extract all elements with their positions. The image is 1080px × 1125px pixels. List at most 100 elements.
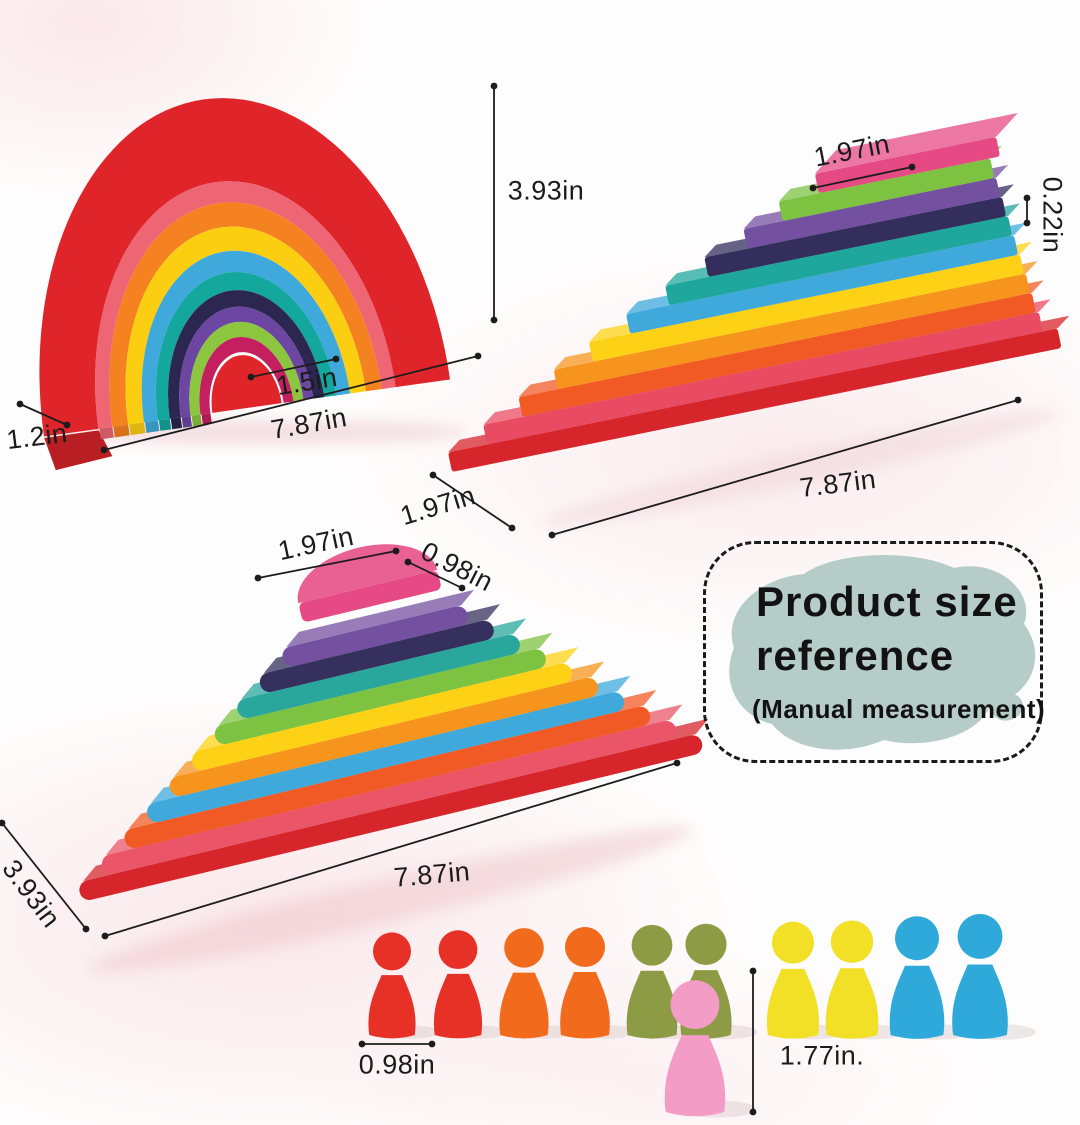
peg-width-label: 0.98in	[358, 1049, 436, 1080]
dimension-dot	[392, 547, 400, 555]
dimension-dot	[908, 163, 916, 171]
plank	[743, 178, 1000, 249]
plank	[589, 254, 1024, 362]
dimension-dot	[0, 819, 6, 827]
peg-doll-body	[889, 965, 945, 1039]
arch-center-block	[211, 355, 282, 413]
peg-doll-body	[368, 975, 416, 1039]
dimension-line	[812, 166, 913, 189]
dimension-dot	[1014, 396, 1022, 404]
peg-doll-head	[772, 921, 814, 964]
dimension-dot	[247, 373, 255, 381]
dimension-dot	[490, 82, 498, 90]
dimension-line	[19, 403, 68, 426]
arch-ring-foot	[145, 420, 160, 433]
peg-doll-body	[433, 973, 483, 1039]
plank-pyramid	[79, 544, 709, 900]
peg-doll-head	[631, 924, 673, 966]
pyramid-layer	[192, 663, 572, 771]
plank	[779, 158, 994, 221]
dimension-dot	[548, 531, 556, 539]
dimension-dot	[809, 184, 817, 192]
plank	[518, 293, 1036, 417]
dimension-dot	[508, 524, 516, 532]
peg-doll-head	[830, 920, 874, 963]
note-subtitle: (Manual measurement)	[752, 694, 1046, 724]
dimension-dot	[254, 574, 262, 582]
dimension-dot	[63, 421, 71, 429]
arch-ring	[125, 226, 366, 425]
pyramid-top-face	[286, 589, 474, 648]
peg-doll-head	[438, 930, 478, 970]
dimension-dot	[673, 759, 681, 767]
arch-ring	[189, 321, 304, 416]
arch-ring	[199, 337, 294, 415]
arch-ring-foot	[191, 414, 202, 427]
peg-doll-head	[565, 927, 605, 967]
arch-ring-foot	[170, 417, 183, 430]
plank	[626, 235, 1018, 334]
arch-ring-foot	[113, 424, 130, 438]
plank	[815, 137, 1000, 193]
peg-doll-body	[626, 970, 678, 1039]
dimension-dot	[1023, 194, 1031, 202]
dimension-dot	[458, 584, 466, 592]
peg-doll-body	[825, 968, 879, 1039]
dimension-line	[104, 762, 678, 937]
arch-ring	[141, 250, 350, 423]
peg-doll-body	[560, 972, 610, 1039]
dimension-line	[103, 355, 479, 451]
peg-doll-body	[499, 972, 549, 1039]
arch-ring	[168, 290, 325, 419]
plank-top-face	[814, 112, 1018, 174]
dimension-dot	[1023, 219, 1031, 227]
dimension-dot	[82, 925, 90, 933]
dimension-dot	[428, 1040, 436, 1048]
dimension-dot	[101, 932, 109, 940]
pyramid-length-label: 7.87in	[392, 856, 472, 893]
arch-ring	[155, 271, 337, 421]
peg-dolls-row	[368, 914, 1036, 1118]
pyramid-layer	[169, 677, 599, 797]
peg-doll-head	[373, 932, 411, 971]
pyramid-layer	[282, 606, 468, 667]
pyramid-layer	[79, 735, 703, 900]
pyramid-layer	[237, 635, 520, 719]
pyramid-layer	[214, 649, 546, 745]
dimension-dot	[474, 352, 482, 360]
arch-ring-foot	[158, 418, 172, 431]
peg-doll-body	[766, 968, 820, 1039]
plank-staircase	[448, 112, 1070, 472]
dimension-dot	[490, 316, 498, 324]
dimension-dot	[749, 967, 757, 975]
watercolor-splash	[729, 555, 1036, 750]
peg-doll-head	[685, 923, 727, 965]
plank	[554, 274, 1030, 389]
dimension-line	[407, 561, 463, 589]
plank	[483, 312, 1043, 444]
stack-thickness-label: 0.22in	[1037, 176, 1068, 254]
plank	[704, 197, 1006, 277]
dimension-dot	[429, 471, 437, 479]
arch-ring-foot	[99, 426, 114, 440]
plank	[448, 328, 1061, 472]
peg-doll-head	[504, 928, 544, 968]
arch-ring	[95, 181, 396, 429]
dimension-dot	[404, 558, 412, 566]
splash-blob-small	[991, 693, 1023, 721]
pyramid-layer	[124, 706, 651, 848]
size-reference-note: Product size reference (Manual measureme…	[703, 541, 1046, 763]
arch-ring-foot	[181, 415, 193, 428]
pyramid-top-halfdisc	[297, 544, 438, 604]
arch-ring	[39, 98, 451, 437]
peg-doll-head	[895, 916, 939, 961]
pyramid-top-front	[299, 571, 441, 622]
dimension-dot	[100, 446, 108, 454]
arch-ring-foot	[201, 413, 212, 425]
dimension-dot	[358, 1040, 366, 1048]
peg-doll-body	[952, 964, 1008, 1039]
dimension-dot	[16, 400, 24, 408]
pyramid-layer	[147, 692, 625, 822]
arch-ring	[109, 202, 382, 427]
